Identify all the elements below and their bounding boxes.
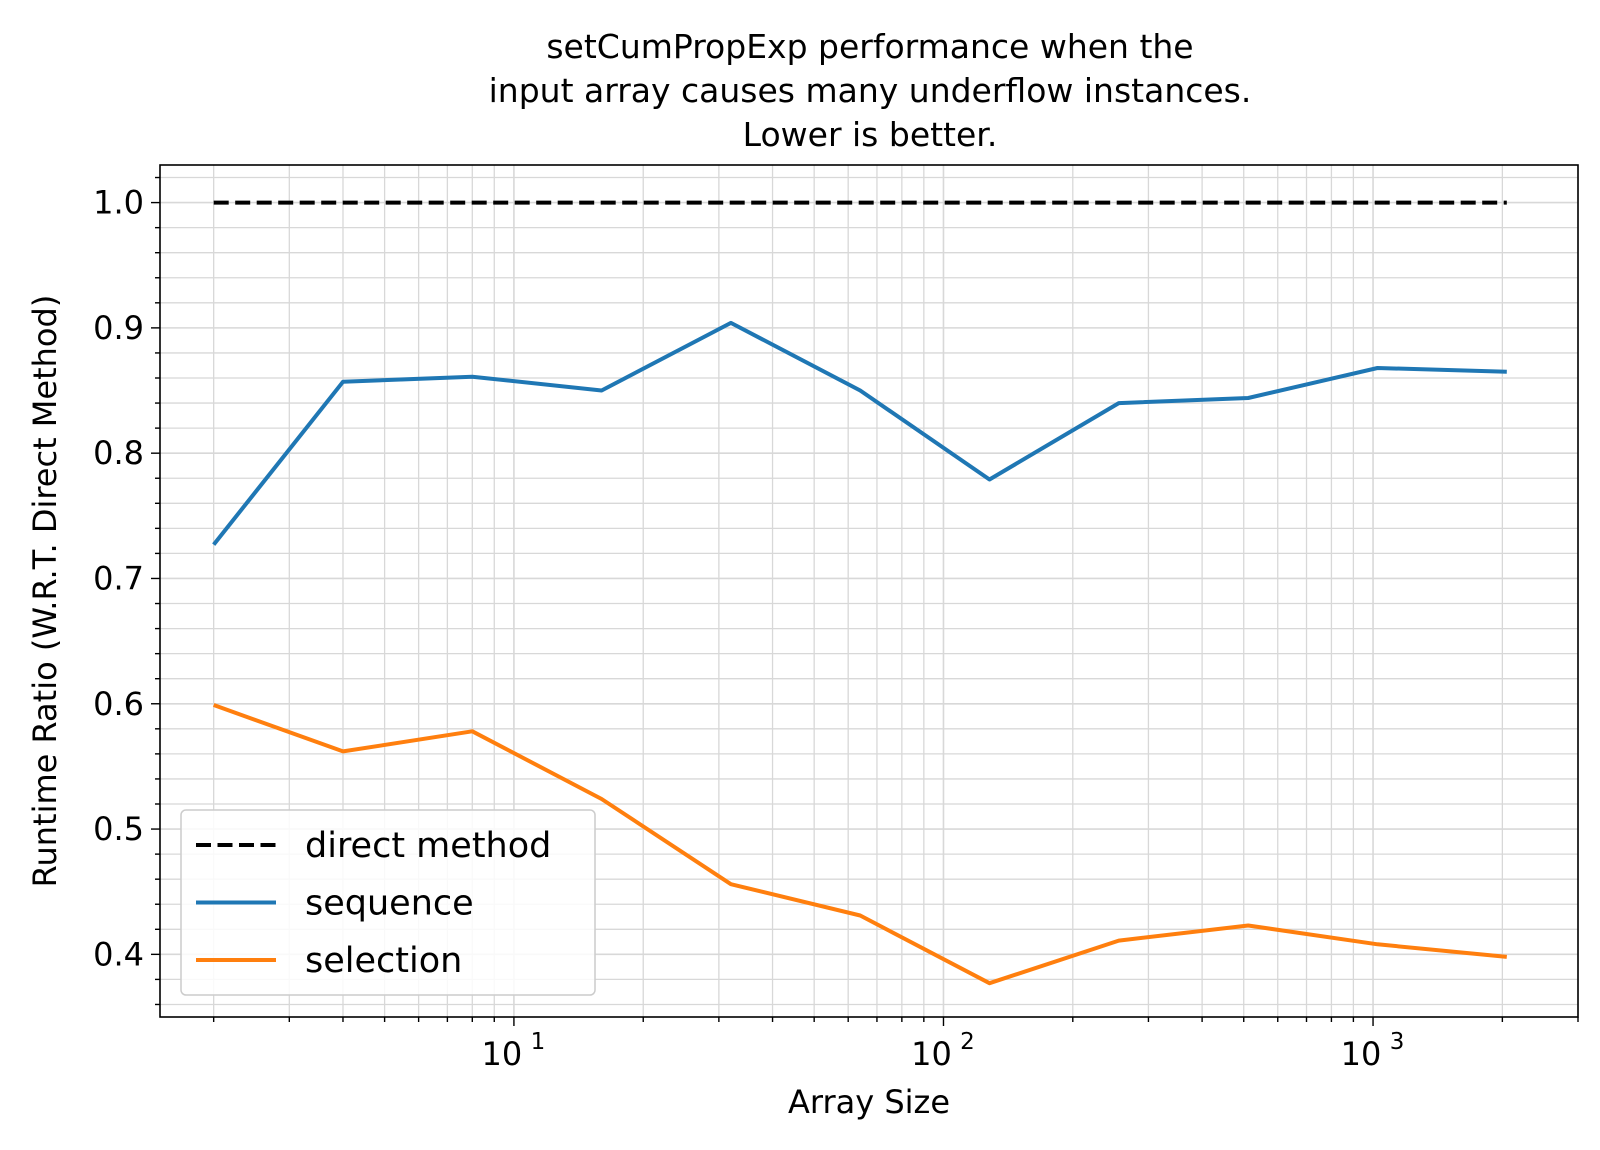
- x-tick-label: 10: [911, 1035, 952, 1073]
- y-tick-label: 0.4: [93, 935, 144, 973]
- y-tick-label: 1.0: [93, 184, 144, 222]
- plot-frame: [159, 164, 1579, 1018]
- y-tick-label: 0.5: [93, 810, 144, 848]
- y-axis-label: Runtime Ratio (W.R.T. Direct Method): [26, 295, 64, 888]
- series-line-selection: [213, 703, 1507, 986]
- x-axis-label: Array Size: [788, 1083, 950, 1121]
- y-tick-label: 0.7: [93, 559, 144, 597]
- x-tick-label-exponent: 1: [531, 1029, 546, 1055]
- y-tick-label: 0.9: [93, 309, 144, 347]
- grid: [160, 165, 1579, 1017]
- legend-label: selection: [305, 941, 462, 981]
- y-tick-label: 0.6: [93, 685, 144, 723]
- x-tick-label-exponent: 2: [960, 1029, 975, 1055]
- x-tick-label: 10: [1341, 1035, 1382, 1073]
- legend-box: [180, 809, 596, 996]
- chart-title: setCumPropExp performance when the input…: [489, 27, 1252, 154]
- axis-ticks: 0.4 0.5 0.6 0.7 0.8 0.9 1.0 10 1 10 2 10 3: [93, 176, 1579, 1073]
- legend: direct method sequence selection: [180, 809, 596, 996]
- y-tick-label: 0.8: [93, 434, 144, 472]
- x-tick-label-exponent: 3: [1390, 1029, 1405, 1055]
- chart-title-line-3: Lower is better.: [743, 115, 998, 154]
- legend-label: sequence: [305, 884, 474, 924]
- x-tick-label: 10: [482, 1035, 523, 1073]
- chart-title-line-2: input array causes many underflow instan…: [489, 71, 1252, 110]
- legend-label: direct method: [305, 826, 551, 866]
- series-layer: [212, 200, 1507, 986]
- series-line-sequence: [212, 320, 1507, 546]
- chart-title-line-1: setCumPropExp performance when the: [546, 27, 1193, 66]
